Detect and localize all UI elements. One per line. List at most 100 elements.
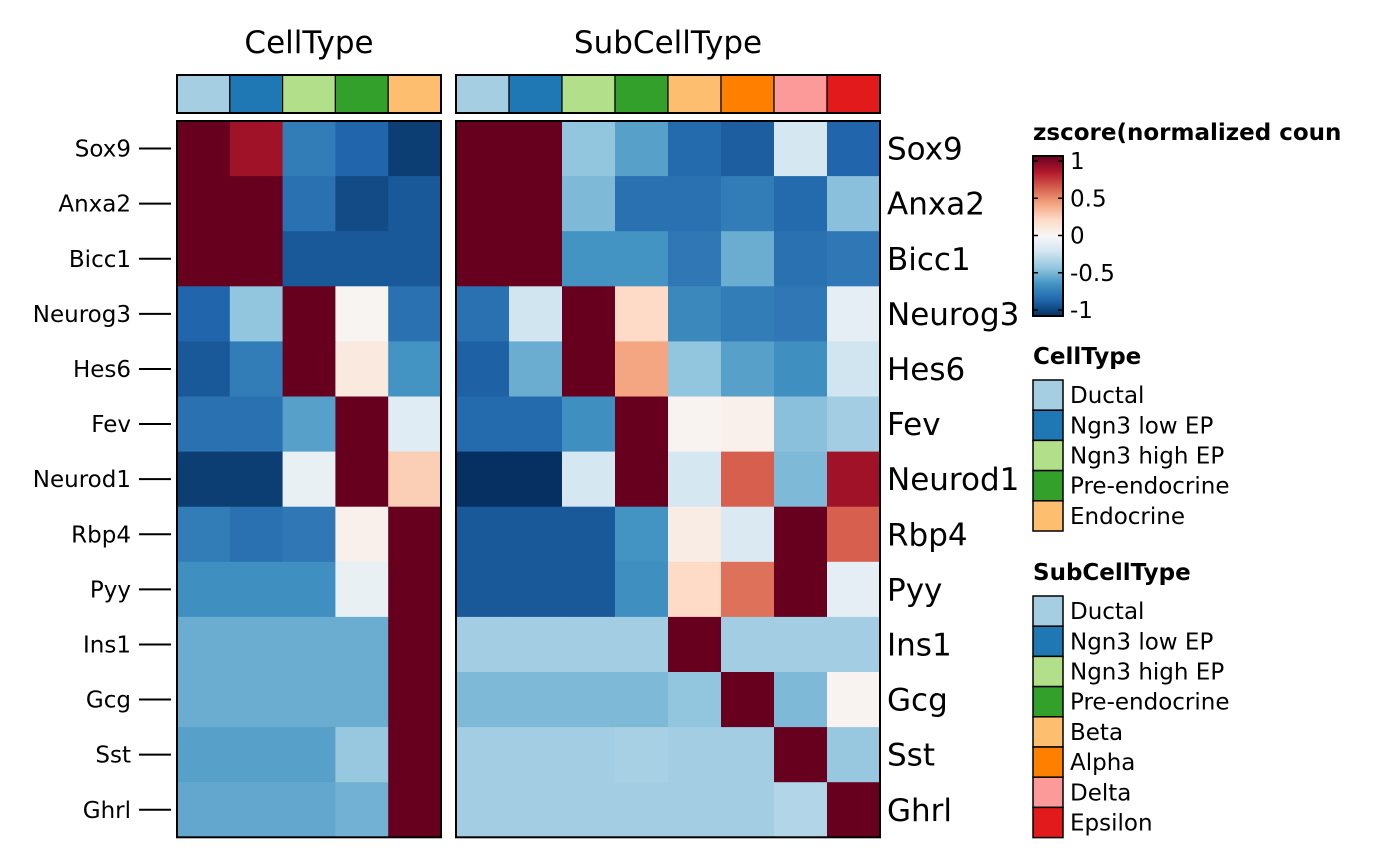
heatmap-cell bbox=[509, 506, 563, 563]
heatmap-cell bbox=[615, 727, 669, 783]
row-label-left: Fev bbox=[91, 412, 131, 438]
heatmap-cell bbox=[721, 672, 775, 728]
heatmap-cell bbox=[721, 231, 775, 287]
heatmap-cell bbox=[177, 231, 231, 287]
heatmap-cell bbox=[774, 231, 828, 287]
heatmap-cell bbox=[509, 396, 563, 453]
legend-item: Ngn3 high EP bbox=[1032, 439, 1224, 472]
heatmap-cell bbox=[827, 176, 881, 232]
heatmap-cell bbox=[562, 451, 616, 508]
heatmap-cell bbox=[774, 782, 828, 838]
legend-title: SubCellType bbox=[1033, 560, 1191, 586]
heatmap-cell bbox=[388, 231, 442, 287]
heatmap-panel-subcelltype: SubCellType bbox=[455, 25, 881, 839]
heatmap-cell bbox=[562, 396, 616, 453]
heatmap-cell bbox=[562, 231, 616, 287]
heatmap-cell bbox=[774, 176, 828, 232]
heatmap-cell bbox=[177, 616, 231, 673]
panel-title: CellType bbox=[244, 25, 373, 61]
heatmap-cell bbox=[827, 451, 881, 508]
heatmap-cell bbox=[456, 672, 510, 728]
heatmap-cell bbox=[388, 396, 442, 453]
legend-item: Ngn3 low EP bbox=[1032, 409, 1213, 442]
heatmap-cell bbox=[827, 616, 881, 673]
row-label-left: Pyy bbox=[90, 577, 131, 603]
legend-label: Ngn3 low EP bbox=[1070, 629, 1213, 655]
heatmap-cell bbox=[721, 451, 775, 508]
heatmap-cell bbox=[177, 561, 231, 618]
annotation-cell bbox=[614, 74, 669, 114]
row-label-left: Gcg bbox=[86, 688, 131, 714]
row-label-right: Rbp4 bbox=[887, 517, 968, 553]
legend-subcelltype: SubCellType Ductal Ngn3 low EP Ngn3 high EP… bbox=[1032, 560, 1229, 839]
heatmap-cell bbox=[177, 341, 231, 398]
heatmap-cell bbox=[456, 341, 510, 398]
annotation-cell bbox=[455, 74, 510, 114]
heatmap-cell bbox=[668, 451, 722, 508]
heatmap-cell bbox=[668, 121, 722, 177]
heatmap-cell bbox=[562, 286, 616, 342]
annotation-cell bbox=[667, 74, 722, 114]
heatmap-cell bbox=[282, 616, 336, 673]
heatmap-cell bbox=[774, 396, 828, 453]
heatmap-cell bbox=[615, 121, 669, 177]
row-labels-left: Sox9 Anxa2 Bicc1 Neurog3 Hes6 Fev Neurod1 Rbp4 P… bbox=[33, 137, 171, 824]
heatmap-cell bbox=[282, 782, 336, 838]
heatmap-cell bbox=[668, 176, 722, 232]
legend-label: Ductal bbox=[1070, 599, 1144, 625]
legend-celltype: CellType Ductal Ngn3 low EP Ngn3 high EP Pre… bbox=[1032, 344, 1229, 532]
legend-label: Delta bbox=[1070, 780, 1131, 806]
legend-label: Epsilon bbox=[1070, 811, 1153, 837]
heatmap-cell bbox=[615, 561, 669, 618]
heatmap-cell bbox=[229, 672, 284, 728]
colorbar-tick-label: 1 bbox=[1070, 149, 1085, 175]
heatmap-cell bbox=[721, 561, 775, 618]
legend-swatch bbox=[1032, 379, 1064, 411]
heatmap-cell bbox=[282, 231, 336, 287]
heatmap-cell bbox=[721, 727, 775, 783]
annotation-cell bbox=[561, 74, 616, 114]
colorbar-tick-label: 0 bbox=[1070, 224, 1085, 250]
row-label-right: Ins1 bbox=[887, 627, 952, 663]
legend-label: Ngn3 high EP bbox=[1070, 444, 1224, 470]
legend-item: Epsilon bbox=[1032, 806, 1153, 839]
heatmap-cell bbox=[509, 727, 563, 783]
heatmap-cell bbox=[282, 506, 336, 563]
heatmap-cell bbox=[177, 672, 231, 728]
row-label-left: Hes6 bbox=[73, 357, 131, 383]
heatmap-cell bbox=[774, 121, 828, 177]
row-label-left: Bicc1 bbox=[69, 247, 131, 273]
row-label-left: Anxa2 bbox=[58, 192, 131, 218]
heatmap-cell bbox=[177, 727, 231, 783]
annotation-bar-border bbox=[455, 74, 881, 114]
legend-label: Pre-endocrine bbox=[1070, 474, 1229, 500]
legend-label: Ductal bbox=[1070, 383, 1144, 409]
heatmap-cell bbox=[562, 176, 616, 232]
row-label-right: Ghrl bbox=[887, 793, 952, 829]
heatmap-cell bbox=[335, 451, 389, 508]
heatmap-cell bbox=[509, 561, 563, 618]
row-label-right: Anxa2 bbox=[887, 187, 985, 223]
heatmap-cell bbox=[615, 231, 669, 287]
heatmap-cell bbox=[229, 561, 284, 618]
legend-swatch bbox=[1032, 625, 1064, 658]
heatmap-cell bbox=[668, 672, 722, 728]
row-label-left: Sox9 bbox=[75, 137, 131, 163]
heatmap-cell bbox=[562, 341, 616, 398]
heatmap-cell bbox=[335, 341, 389, 398]
legend-label: Ngn3 high EP bbox=[1070, 660, 1224, 686]
heatmap-cell bbox=[388, 727, 442, 783]
heatmap-cell bbox=[229, 727, 284, 783]
row-label-left: Ghrl bbox=[83, 798, 131, 824]
row-label-right: Pyy bbox=[887, 572, 942, 608]
heatmap-cell bbox=[282, 176, 336, 232]
heatmap-cell bbox=[774, 506, 828, 563]
heatmap-cell bbox=[335, 782, 389, 838]
heatmap-cell bbox=[229, 121, 284, 177]
legend-swatch bbox=[1032, 806, 1064, 839]
heatmap-cell bbox=[562, 616, 616, 673]
heatmap-cell bbox=[668, 286, 722, 342]
heatmap-cell bbox=[388, 506, 442, 563]
heatmap-cell bbox=[721, 341, 775, 398]
heatmap-cell bbox=[668, 231, 722, 287]
